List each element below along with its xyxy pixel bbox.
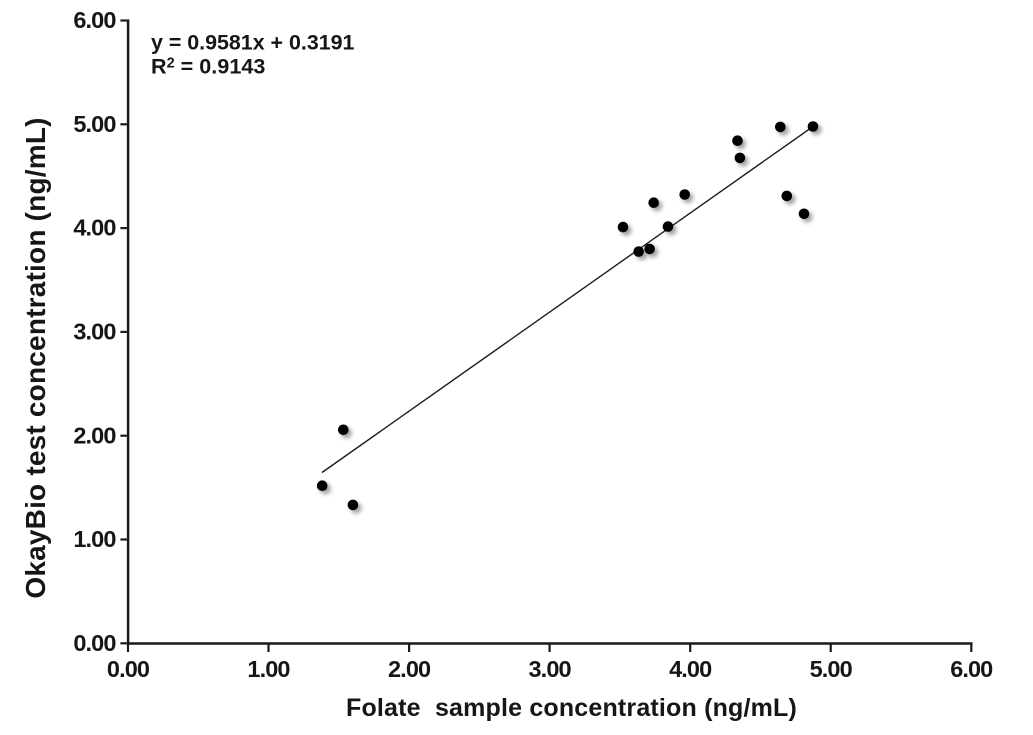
svg-text:Folate sample concentration (: Folate sample concentration (ng/mL) [346,694,797,722]
svg-text:2.00: 2.00 [73,422,116,448]
svg-text:6.00: 6.00 [73,7,116,33]
svg-text:5.00: 5.00 [73,111,116,137]
svg-text:OkayBio test concentration (ng: OkayBio test concentration (ng/mL) [20,117,51,598]
svg-text:2.00: 2.00 [388,656,431,682]
svg-text:R2 = 0.9143: R2 = 0.9143 [151,54,265,79]
svg-text:6.00: 6.00 [950,656,993,682]
svg-text:5.00: 5.00 [810,656,853,682]
svg-text:4.00: 4.00 [73,215,116,241]
svg-text:3.00: 3.00 [529,656,572,682]
svg-text:y = 0.9581x + 0.3191: y = 0.9581x + 0.3191 [151,31,355,55]
svg-text:1.00: 1.00 [73,526,116,552]
svg-text:4.00: 4.00 [669,656,712,682]
svg-text:0.00: 0.00 [73,630,116,656]
svg-text:3.00: 3.00 [73,319,116,345]
svg-text:1.00: 1.00 [247,656,290,682]
svg-text:0.00: 0.00 [107,656,150,682]
